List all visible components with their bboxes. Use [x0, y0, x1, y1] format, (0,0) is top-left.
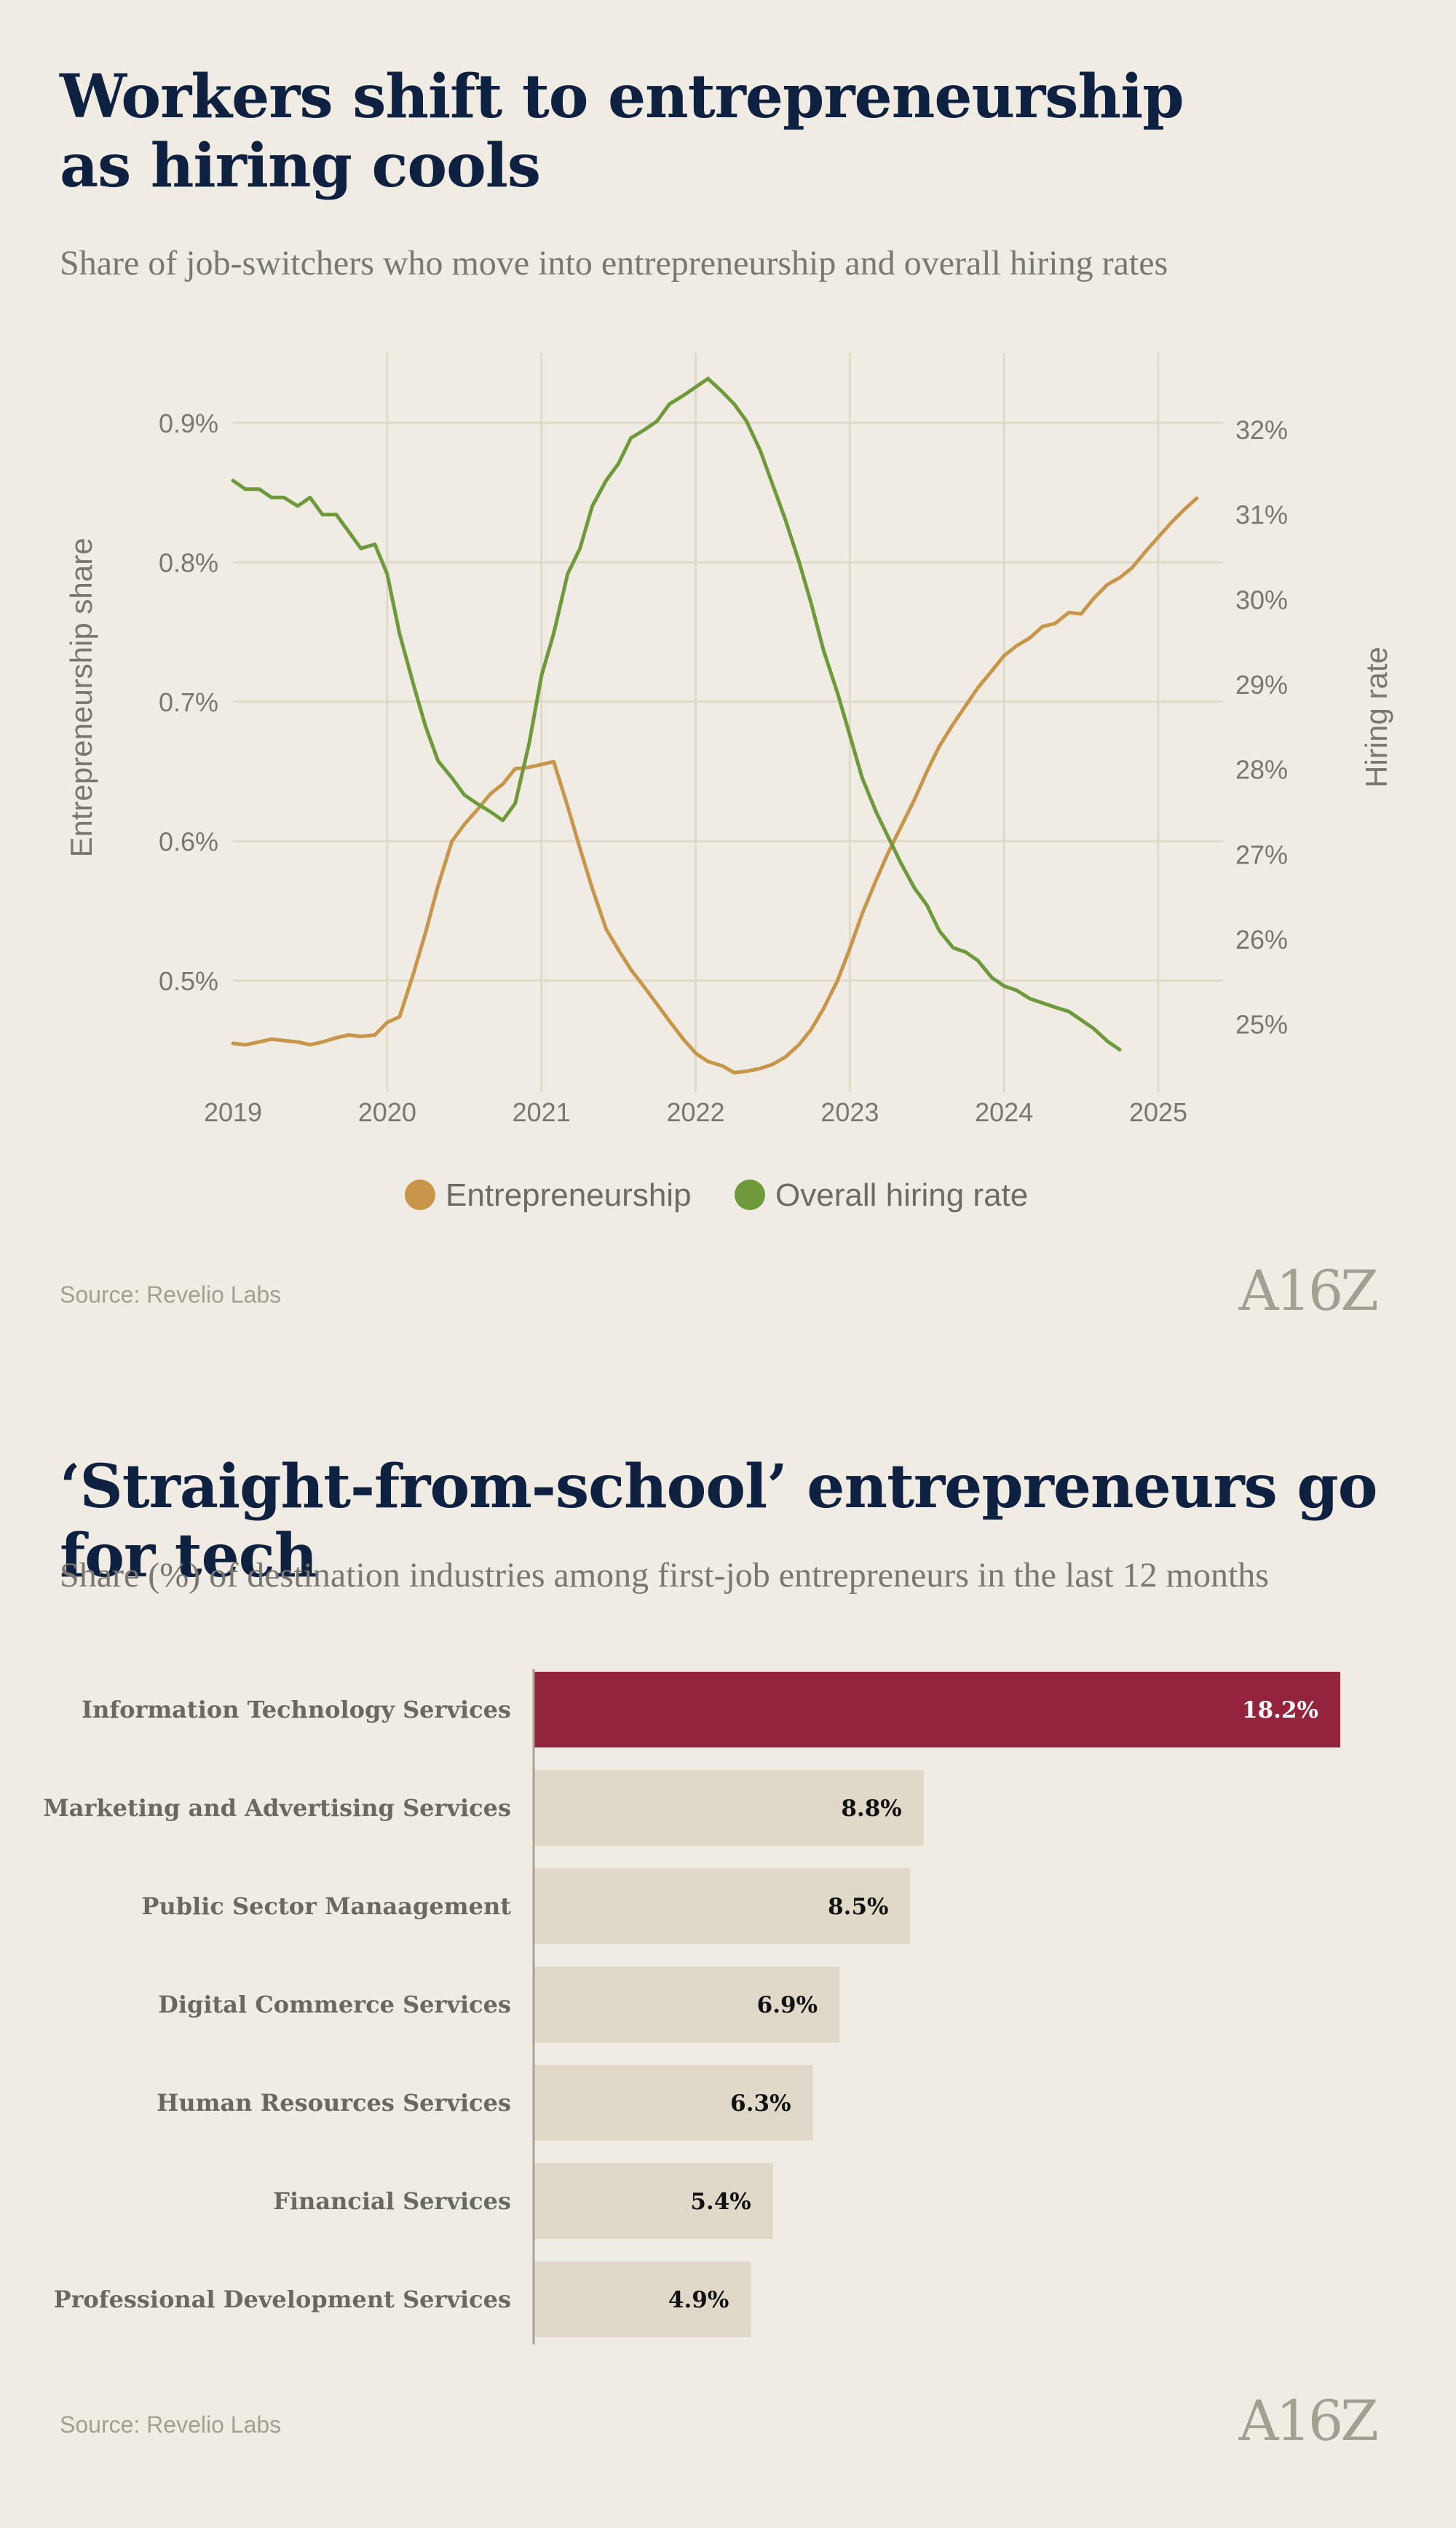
- bar-category-label: Public Sector Manaagement: [141, 1892, 511, 1920]
- bar: [534, 1672, 1340, 1747]
- right-tick-label: 31%: [1235, 500, 1288, 530]
- legend-label: Overall hiring rate: [775, 1177, 1028, 1213]
- legend-label: Entrepreneurship: [446, 1177, 692, 1213]
- bar-value-label: 18.2%: [1242, 1697, 1318, 1723]
- legend-swatch: [405, 1180, 435, 1210]
- bar: [534, 2065, 813, 2141]
- bar-chart: Information Technology Services 18.2% Mark…: [43, 1669, 1340, 2345]
- line-chart-legend: Entrepreneurship Overall hiring rate: [405, 1177, 1028, 1213]
- right-axis-ticks: 25% 26% 27% 28% 29% 30% 31% 32%: [1235, 415, 1288, 1040]
- bar: [534, 2163, 773, 2239]
- left-tick-label: 0.8%: [159, 548, 218, 577]
- bar-category-label: Financial Services: [273, 2187, 511, 2215]
- x-tick-label: 2020: [358, 1097, 416, 1127]
- legend-swatch: [735, 1180, 765, 1210]
- right-tick-label: 27%: [1235, 840, 1288, 869]
- right-tick-label: 25%: [1235, 1010, 1288, 1040]
- a16z-logo: A16Z: [1238, 1258, 1379, 1323]
- bar-category-label: Digital Commerce Services: [158, 1991, 511, 2018]
- x-tick-label: 2023: [820, 1097, 879, 1127]
- chart1-source: Source: Revelio Labs: [60, 1281, 282, 1308]
- x-tick-label: 2024: [975, 1097, 1033, 1127]
- x-tick-label: 2025: [1129, 1097, 1187, 1127]
- x-tick-label: 2019: [204, 1097, 262, 1127]
- left-tick-label: 0.5%: [159, 966, 218, 996]
- x-tick-label: 2022: [666, 1097, 724, 1127]
- chart1-subtitle: Share of job-switchers who move into ent…: [60, 244, 1168, 283]
- line-series: [231, 376, 1199, 1075]
- bar-category-label: Professional Development Services: [54, 2286, 512, 2313]
- bar-value-label: 8.8%: [841, 1796, 901, 1822]
- chart1-title: Workers shift to entrepreneurship as hir…: [60, 62, 1184, 202]
- bar-category-label: Information Technology Services: [82, 1696, 511, 1723]
- x-tick-label: 2021: [513, 1097, 571, 1127]
- bar: [534, 2262, 751, 2337]
- chart2-source: Source: Revelio Labs: [60, 2412, 282, 2438]
- line-chart: 0.5% 0.6% 0.7% 0.8% 0.9% 25% 26% 27% 28% 29% 30% 3…: [64, 353, 1393, 1213]
- chart2-subtitle: Share (%) of destination industries amon…: [60, 1556, 1269, 1595]
- bar: [534, 1868, 911, 1944]
- bar-value-label: 5.4%: [690, 2189, 751, 2215]
- left-tick-label: 0.6%: [159, 826, 218, 856]
- right-tick-label: 26%: [1235, 925, 1288, 955]
- bar: [534, 1770, 924, 1846]
- bar-category-label: Marketing and Advertising Services: [43, 1794, 511, 1822]
- left-tick-label: 0.9%: [159, 408, 218, 438]
- entrepreneurship-line: [231, 496, 1199, 1075]
- right-axis-title: Hiring rate: [1359, 647, 1393, 788]
- bar-category-label: Human Resources Services: [157, 2089, 511, 2117]
- left-axis-title: Entrepreneurship share: [64, 538, 98, 858]
- hiring-rate-line: [231, 376, 1122, 1052]
- bar: [534, 1967, 840, 2042]
- chart2-title: ‘Straight-from-school’ entrepreneurs go …: [60, 1452, 1377, 1592]
- x-axis-ticks: 2019 2020 2021 2022 2023 2024 2025: [204, 1097, 1187, 1127]
- line-chart-gridlines: [233, 353, 1223, 1092]
- left-tick-label: 0.7%: [159, 687, 218, 717]
- bar-value-label: 4.9%: [668, 2287, 729, 2313]
- left-axis-ticks: 0.5% 0.6% 0.7% 0.8% 0.9%: [159, 408, 218, 996]
- a16z-logo-bottom: A16Z: [1238, 2388, 1379, 2453]
- right-tick-label: 28%: [1235, 755, 1288, 785]
- bar-value-label: 6.9%: [757, 1992, 818, 2018]
- right-tick-label: 32%: [1235, 415, 1288, 445]
- bar-value-label: 8.5%: [828, 1894, 888, 1920]
- right-tick-label: 29%: [1235, 670, 1288, 700]
- right-tick-label: 30%: [1235, 585, 1288, 615]
- bar-value-label: 6.3%: [730, 2090, 791, 2117]
